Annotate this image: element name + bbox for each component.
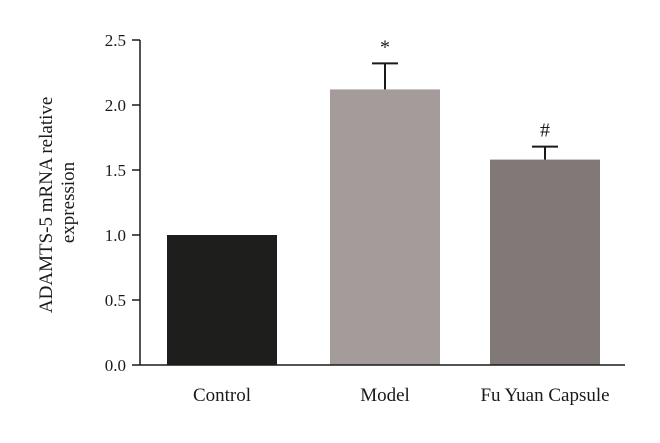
bar-fu-yuan-capsule bbox=[490, 159, 600, 365]
y-tick-label: 0.5 bbox=[105, 291, 126, 310]
y-tick-label: 1.5 bbox=[105, 161, 126, 180]
significance-markers-layer: *# bbox=[380, 36, 550, 141]
significance-marker: # bbox=[540, 120, 550, 142]
bar-model bbox=[330, 89, 440, 366]
y-tick-label: 2.5 bbox=[105, 31, 126, 50]
axes-layer bbox=[139, 40, 625, 366]
bars-layer bbox=[167, 89, 600, 366]
y-axis-title: ADAMTS-5 mRNA relative expression bbox=[36, 92, 79, 313]
category-label: Model bbox=[360, 385, 410, 406]
y-axis-title-line-1: ADAMTS-5 mRNA relative bbox=[36, 97, 57, 313]
y-tick-label: 0.0 bbox=[105, 356, 126, 375]
category-label: Fu Yuan Capsule bbox=[480, 385, 609, 406]
category-label: Control bbox=[193, 385, 251, 406]
significance-marker: * bbox=[380, 36, 390, 58]
y-ticks-layer: 0.0 0.5 1.0 1.5 2.0 2.5 bbox=[105, 31, 140, 375]
category-labels-layer: Control Model Fu Yuan Capsule bbox=[193, 385, 610, 406]
bar-control bbox=[167, 235, 277, 365]
y-tick-label: 1.0 bbox=[105, 226, 126, 245]
y-axis-title-line-2: expression bbox=[58, 161, 79, 243]
y-tick-label: 2.0 bbox=[105, 96, 126, 115]
error-bars-layer bbox=[372, 62, 558, 160]
